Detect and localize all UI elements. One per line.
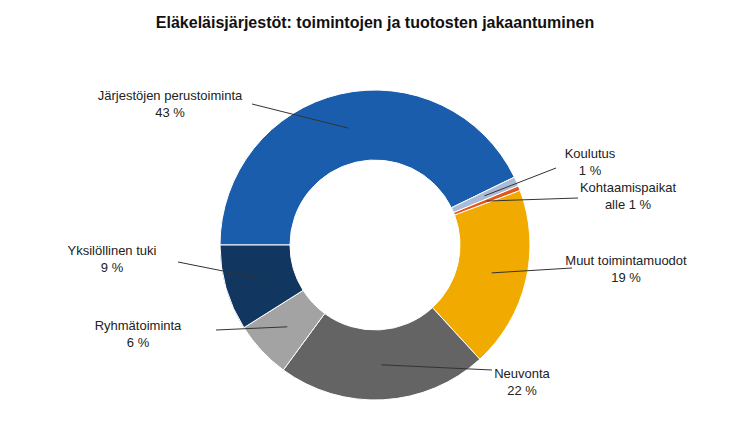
svg-text:Ryhmätoiminta6 %: Ryhmätoiminta6 % [95,318,182,350]
svg-text:Muut toimintamuodot19 %: Muut toimintamuodot19 % [565,253,687,285]
svg-text:Kohtaamispaikatalle 1 %: Kohtaamispaikatalle 1 % [580,180,676,212]
html-text:Eläkeläisjärjestöt: toimintoje: Eläkeläisjärjestöt: toimintojen ja tuoto… [155,14,595,31]
svg-text:Järjestöjen perustoiminta43 %: Järjestöjen perustoiminta43 % [98,88,243,120]
svg-text:Yksilöllinen tuki9 %: Yksilöllinen tuki9 % [68,243,157,275]
svg-text:Neuvonta22 %: Neuvonta22 % [494,366,550,398]
svg-text:Koulutus1 %: Koulutus1 % [565,146,616,178]
